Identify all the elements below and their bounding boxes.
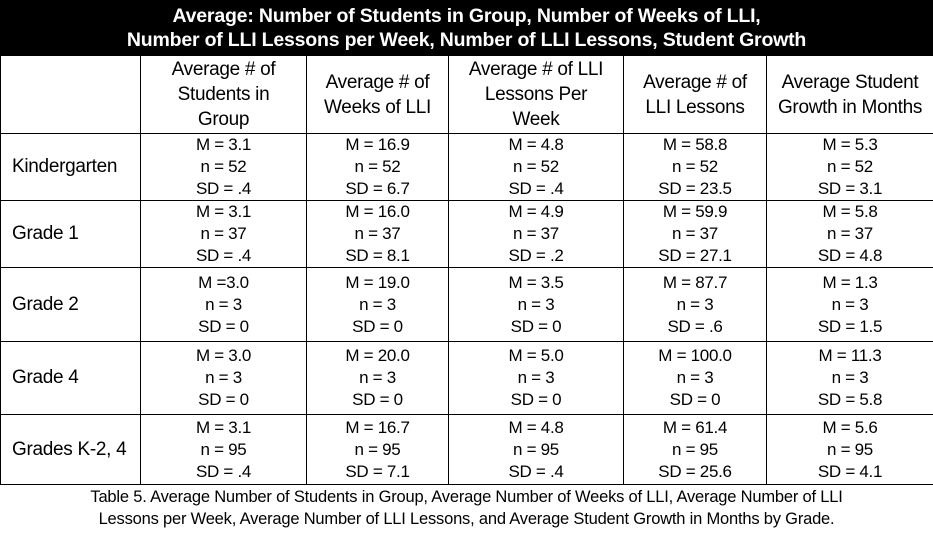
table-cell: M = 3.1 n = 37 SD = .4 [140,200,307,268]
table-cell: M = 3.1 n = 95 SD = .4 [140,414,307,485]
table-cell: M = 61.4 n = 95 SD = 25.6 [623,414,767,485]
data-table: Average # of Students in Group Average #… [0,55,933,485]
table-cell: M = 5.0 n = 3 SD = 0 [448,341,624,415]
table-cell: M = 3.5 n = 3 SD = 0 [448,267,624,342]
table-row-kindergarten: Kindergarten M = 3.1 n = 52 SD = .4 M = 16… [0,133,933,201]
table-cell: M = 87.7 n = 3 SD = .6 [623,267,767,342]
table-cell: M = 100.0 n = 3 SD = 0 [623,341,767,415]
table-cell: M = 11.3 n = 3 SD = 5.8 [766,341,933,415]
table-cell: M = 19.0 n = 3 SD = 0 [306,267,449,342]
header-student-growth: Average Student Growth in Months [766,55,933,134]
table-cell: M = 4.8 n = 52 SD = .4 [448,133,624,201]
table-cell: M =3.0 n = 3 SD = 0 [140,267,307,342]
header-row: Average # of Students in Group Average #… [0,55,933,134]
table-row-grades-k-2-4: Grades K-2, 4 M = 3.1 n = 95 SD = .4 M = 1… [0,414,933,485]
table-row-grade-4: Grade 4 M = 3.0 n = 3 SD = 0 M = 20.0 n = 3… [0,341,933,415]
table-cell: M = 5.3 n = 52 SD = 3.1 [766,133,933,201]
title-line-2: Number of LLI Lessons per Week, Number o… [126,29,807,51]
table-cell: M = 58.8 n = 52 SD = 23.5 [623,133,767,201]
table-cell: M = 59.9 n = 37 SD = 27.1 [623,200,767,268]
table-cell: M = 1.3 n = 3 SD = 1.5 [766,267,933,342]
row-label: Kindergarten [0,133,141,201]
corner-cell [0,55,141,134]
table-caption: Table 5. Average Number of Students in G… [0,486,933,530]
row-label: Grades K-2, 4 [0,414,141,485]
row-label: Grade 4 [0,341,141,415]
table-cell: M = 3.1 n = 52 SD = .4 [140,133,307,201]
table-cell: M = 16.0 n = 37 SD = 8.1 [306,200,449,268]
table-cell: M = 5.8 n = 37 SD = 4.8 [766,200,933,268]
table-cell: M = 3.0 n = 3 SD = 0 [140,341,307,415]
caption-line-1: Table 5. Average Number of Students in G… [90,488,843,506]
row-label: Grade 1 [0,200,141,268]
table-cell: M = 16.7 n = 95 SD = 7.1 [306,414,449,485]
table-cell: M = 16.9 n = 52 SD = 6.7 [306,133,449,201]
table-title: Average: Number of Students in Group, Nu… [0,0,933,55]
header-lli-lessons: Average # of LLI Lessons [623,55,767,134]
header-students-in-group: Average # of Students in Group [140,55,307,134]
title-line-1: Average: Number of Students in Group, Nu… [172,5,761,27]
table-cell: M = 4.8 n = 95 SD = .4 [448,414,624,485]
row-label: Grade 2 [0,267,141,342]
table-cell: M = 4.9 n = 37 SD = .2 [448,200,624,268]
caption-line-2: Lessons per Week, Average Number of LLI … [98,510,835,528]
table-cell: M = 20.0 n = 3 SD = 0 [306,341,449,415]
header-weeks-of-lli: Average # of Weeks of LLI [306,55,449,134]
table-cell: M = 5.6 n = 95 SD = 4.1 [766,414,933,485]
table-row-grade-1: Grade 1 M = 3.1 n = 37 SD = .4 M = 16.0 n =… [0,200,933,268]
header-lessons-per-week: Average # of LLI Lessons Per Week [448,55,624,134]
